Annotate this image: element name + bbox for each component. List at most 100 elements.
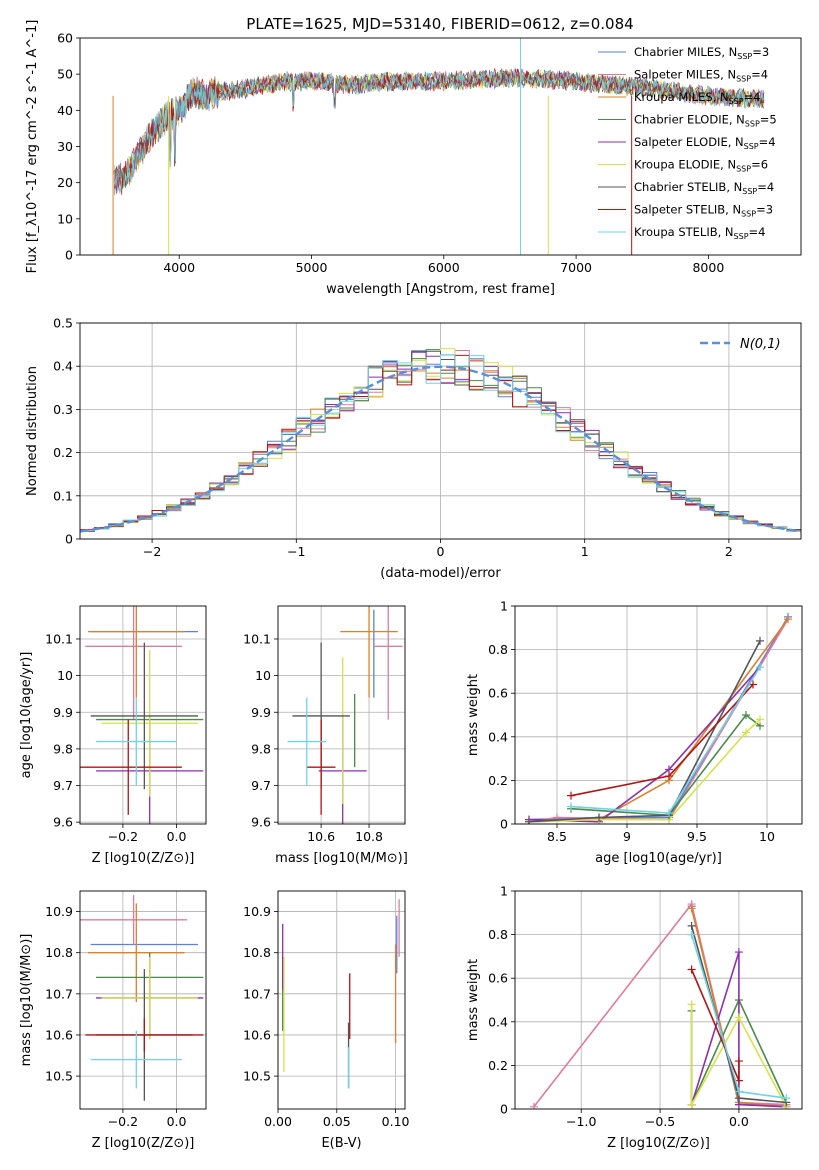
errorbar-point-6 <box>90 642 198 790</box>
x-axis-label: Z [log10(Z/Z⊙)] <box>607 1136 710 1151</box>
y-tick-label: 0 <box>500 817 508 832</box>
y-tick-label: 50 <box>57 67 73 82</box>
y-tick-label: 0.1 <box>53 488 73 503</box>
x-tick-label: 0.0 <box>729 1114 749 1129</box>
weight-marker <box>784 615 792 624</box>
x-axis-label: Z [log10(Z/Z⊙)] <box>92 851 195 866</box>
spectrum-panel: 4000 5000 6000 7000 8000 0 10 20 30 40 50 60 wavelen… <box>25 20 802 297</box>
weight-marker <box>734 948 743 957</box>
y-tick-label: 10.7 <box>45 986 73 1001</box>
legend-label: Kroupa STELIB, NSSP=4 <box>634 225 766 241</box>
plot-area <box>80 895 204 1101</box>
x-tick-label: 0.10 <box>382 1114 410 1129</box>
y-tick-label: 0.5 <box>53 316 73 331</box>
x-axis-label: Z [log10(Z/Z⊙)] <box>92 1136 195 1151</box>
y-tick-label: 9.6 <box>53 815 73 830</box>
weight-marker <box>734 1057 743 1066</box>
errorbar-point-5 <box>101 649 198 797</box>
axes-frame <box>79 322 802 540</box>
mass-vs-metallicity-panel: −0.2 0.0 10.5 10.6 10.7 10.8 10.9 Z [log10(Z/Z⊙… <box>19 890 207 1151</box>
y-tick-label: 60 <box>57 31 73 46</box>
y-axis-label: mass [log10(M/M⊙)] <box>19 934 34 1067</box>
y-axis-label: age [log10(age/yr)] <box>19 652 34 779</box>
legend-label: Salpeter ELODIE, NSSP=4 <box>634 135 776 151</box>
y-tick-label: 40 <box>57 103 73 118</box>
plot-area <box>287 606 403 824</box>
weight-vs-metallicity-panel: −1.0 −0.5 0.0 0 0.2 0.4 0.6 0.8 1 Z [log10(Z/Z⊙)]… <box>466 884 803 1151</box>
x-axis-label: wavelength [Angstrom, rest frame] <box>326 282 555 297</box>
plot-area <box>112 38 765 255</box>
weight-vs-age-panel: 8.5 9 9.5 10 0 0.2 0.4 0.6 0.8 1 age [log10(age/yr… <box>466 599 803 866</box>
errorbar-point-8 <box>287 697 326 786</box>
weight-marker <box>756 715 764 724</box>
errorbar-point-8 <box>96 697 177 786</box>
y-tick-label: 9.7 <box>251 778 271 793</box>
x-tick-label: 7000 <box>560 260 592 275</box>
weight-marker <box>665 809 673 818</box>
y-tick-label: 10 <box>57 668 73 683</box>
errorbar-point-1 <box>373 606 403 720</box>
weight-marker <box>756 663 764 672</box>
y-axis-label: mass weight <box>466 674 481 756</box>
weight-line-6 <box>528 640 761 823</box>
legend-label: Chabrier STELIB, NSSP=4 <box>634 180 774 196</box>
y-tick-label: 0 <box>65 532 73 547</box>
x-axis-label: E(B-V) <box>321 1136 361 1151</box>
y-tick-label: 9.7 <box>53 778 73 793</box>
errorbar-point-1 <box>80 895 188 945</box>
x-tick-label: −1.0 <box>566 1114 596 1129</box>
y-tick-label: 10.7 <box>243 986 271 1001</box>
x-tick-label: 0.05 <box>323 1114 351 1129</box>
legend-label: Chabrier ELODIE, NSSP=5 <box>634 113 777 129</box>
legend-label: Salpeter MILES, NSSP=4 <box>634 68 768 84</box>
errorbar-point-1 <box>85 606 182 720</box>
x-axis-label: age [log10(age/yr)] <box>595 851 722 866</box>
y-tick-label: 10.8 <box>243 945 271 960</box>
y-tick-label: 10.5 <box>243 1069 271 1084</box>
y-tick-label: 1 <box>500 884 508 899</box>
weight-marker <box>782 1094 791 1103</box>
y-tick-label: 0.8 <box>488 927 508 942</box>
x-tick-label: −2 <box>143 544 161 559</box>
weight-line-8 <box>570 666 761 814</box>
x-tick-label: −0.2 <box>108 1114 138 1129</box>
age-vs-mass-panel: 10.6 10.8 9.6 9.7 9.8 9.9 10 10.1 mass [log10(M/… <box>243 605 408 866</box>
x-tick-label: −0.5 <box>645 1114 675 1129</box>
normal-reference-curve <box>80 365 801 533</box>
weight-marker <box>742 711 750 719</box>
weight-line-7 <box>570 683 754 797</box>
y-tick-label: 10.5 <box>45 1069 73 1084</box>
spectrum-legend: Chabrier MILES, NSSP=3 Salpeter MILES, NS… <box>598 45 777 241</box>
x-tick-label: 9 <box>623 829 631 844</box>
plot-area <box>525 612 792 824</box>
y-tick-label: 9.8 <box>251 741 271 756</box>
y-tick-label: 0.2 <box>488 773 508 788</box>
weight-marker <box>734 1013 743 1022</box>
y-tick-label: 0 <box>65 248 73 263</box>
y-axis-label: mass weight <box>466 959 481 1041</box>
x-tick-label: 10.6 <box>307 829 335 844</box>
y-tick-label: 9.8 <box>53 741 73 756</box>
axes-frame <box>79 890 207 1110</box>
x-tick-label: 9.5 <box>687 829 707 844</box>
y-tick-label: 0.6 <box>488 686 508 701</box>
y-tick-label: 20 <box>57 175 73 190</box>
weight-marker <box>687 1100 696 1109</box>
y-tick-label: 10.1 <box>45 631 73 646</box>
y-tick-label: 9.9 <box>53 705 73 720</box>
figure-title: PLATE=1625, MJD=53140, FIBERID=0612, z=0… <box>246 15 633 33</box>
y-tick-label: 10.6 <box>45 1027 73 1042</box>
residuals-panel: −2 −1 0 1 2 0 0.1 0.2 0.3 0.4 0.5 (data-model)/erro… <box>25 316 802 581</box>
y-tick-label: 10.6 <box>243 1027 271 1042</box>
legend-label: N(0,1) <box>740 337 781 352</box>
y-tick-label: 0.6 <box>488 971 508 986</box>
y-tick-label: 10.8 <box>45 945 73 960</box>
x-axis-label: (data-model)/error <box>380 566 501 581</box>
weight-line-7 <box>690 969 740 1082</box>
y-tick-label: 10.9 <box>243 904 271 919</box>
spectrum-line-8 <box>114 68 765 193</box>
axes-frame <box>277 605 406 825</box>
x-tick-label: 2 <box>725 544 733 559</box>
errorbar-point-7 <box>85 1018 204 1052</box>
